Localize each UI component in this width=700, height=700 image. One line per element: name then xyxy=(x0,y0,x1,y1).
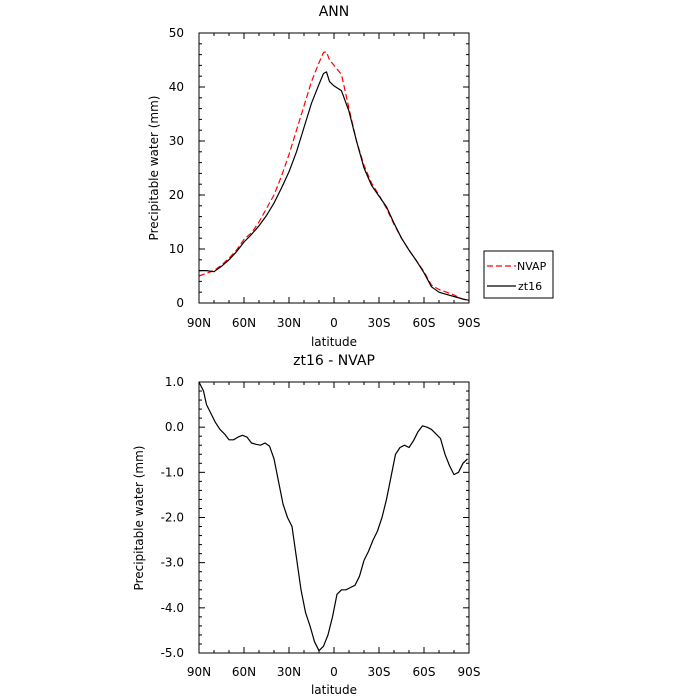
chart-ann-y-tick-label: 50 xyxy=(169,26,184,40)
chart-diff-xlabel: latitude xyxy=(311,683,357,697)
chart-diff-ticks xyxy=(198,381,470,654)
chart-diff-y-tick-label: 0.0 xyxy=(165,420,184,434)
chart-ann-x-tick-label: 30S xyxy=(368,316,391,330)
chart-ann-x-tick-labels: 90N 60N 30N 0 30S 60S 90S xyxy=(187,316,481,330)
chart-diff-x-tick-label: 30N xyxy=(277,665,301,679)
chart-diff-x-tick-label: 0 xyxy=(330,665,338,679)
chart-diff-series-line-difference xyxy=(198,381,468,652)
chart-diff-y-tick-label: -2.0 xyxy=(161,511,184,525)
chart-diff-x-tick-label: 60S xyxy=(413,665,436,679)
chart-diff-x-tick-label: 90N xyxy=(187,665,211,679)
chart-ann-x-tick-label: 90S xyxy=(458,316,481,330)
chart-diff-y-tick-label: -5.0 xyxy=(161,646,184,660)
chart-diff-x-tick-label: 90S xyxy=(458,665,481,679)
chart-ann-frame xyxy=(198,32,470,304)
chart-diff-y-tick-label: -1.0 xyxy=(161,465,184,479)
chart-ann-legend: NVAP zt16 xyxy=(483,250,554,299)
chart-diff-title: zt16 - NVAP xyxy=(293,353,375,369)
chart-ann-y-tick-label: 30 xyxy=(169,134,184,148)
chart-ann-y-tick-label: 20 xyxy=(169,188,184,202)
legend-label-nvap: NVAP xyxy=(517,260,547,273)
chart-ann-x-tick-label: 0 xyxy=(330,316,338,330)
chart-ann-x-tick-label: 60S xyxy=(413,316,436,330)
chart-diff-y-tick-label: -3.0 xyxy=(161,556,184,570)
legend-box xyxy=(483,250,554,299)
chart-diff-x-tick-label: 30S xyxy=(368,665,391,679)
chart-ann-lines xyxy=(198,51,470,302)
chart-diff: zt16 - NVAP 90N 60N 30N 0 30S 60S 90S -5.0 -4.0… xyxy=(132,353,480,697)
chart-ann-y-tick-label: 10 xyxy=(169,242,184,256)
chart-ann-series-line-zt16 xyxy=(199,71,470,301)
chart-diff-y-tick-label: 1.0 xyxy=(165,375,184,389)
chart-diff-y-tick-labels: -5.0 -4.0 -3.0 -2.0 -1.0 0.0 1.0 xyxy=(161,375,184,660)
chart-ann-xlabel: latitude xyxy=(311,335,357,349)
chart-ann-y-tick-labels: 0 10 20 30 40 50 xyxy=(169,26,184,310)
chart-ann: ANN 90N 60N 30N 0 30S 60S 90S 0 10 20 30 40 50 lati… xyxy=(147,4,554,349)
chart-diff-x-tick-labels: 90N 60N 30N 0 30S 60S 90S xyxy=(187,665,481,679)
chart-diff-lines xyxy=(198,381,468,652)
chart-diff-x-tick-label: 60N xyxy=(232,665,256,679)
chart-diff-ylabel: Precipitable water (mm) xyxy=(132,446,146,591)
chart-ann-y-tick-label: 40 xyxy=(169,80,184,94)
chart-ann-x-tick-label: 60N xyxy=(232,316,256,330)
chart-diff-y-tick-label: -4.0 xyxy=(161,601,184,615)
chart-ann-ticks xyxy=(198,32,470,304)
chart-ann-series-line-nvap xyxy=(198,51,470,302)
legend-label-zt16: zt16 xyxy=(518,280,542,293)
chart-ann-x-tick-label: 90N xyxy=(187,316,211,330)
chart-ann-y-tick-label: 0 xyxy=(176,296,184,310)
chart-ann-ylabel: Precipitable water (mm) xyxy=(147,96,161,241)
chart-ann-x-tick-label: 30N xyxy=(277,316,301,330)
chart-ann-title: ANN xyxy=(319,4,350,20)
